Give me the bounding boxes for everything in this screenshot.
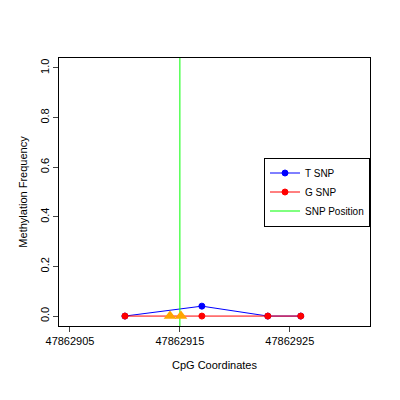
svg-text:0.0: 0.0 [39, 307, 51, 322]
svg-text:Methylation Frequency: Methylation Frequency [17, 136, 29, 248]
svg-text:0.6: 0.6 [39, 158, 51, 173]
svg-text:47862905: 47862905 [46, 335, 95, 347]
svg-text:47862925: 47862925 [265, 335, 314, 347]
svg-text:47862915: 47862915 [155, 335, 204, 347]
svg-text:0.4: 0.4 [39, 208, 51, 223]
svg-text:T SNP: T SNP [305, 168, 335, 179]
svg-text:CpG Coordinates: CpG Coordinates [172, 359, 257, 371]
svg-text:0.2: 0.2 [39, 257, 51, 272]
svg-text:G SNP: G SNP [305, 187, 336, 198]
svg-text:1.0: 1.0 [39, 59, 51, 74]
svg-text:0.8: 0.8 [39, 108, 51, 123]
svg-text:SNP Position: SNP Position [305, 206, 364, 217]
